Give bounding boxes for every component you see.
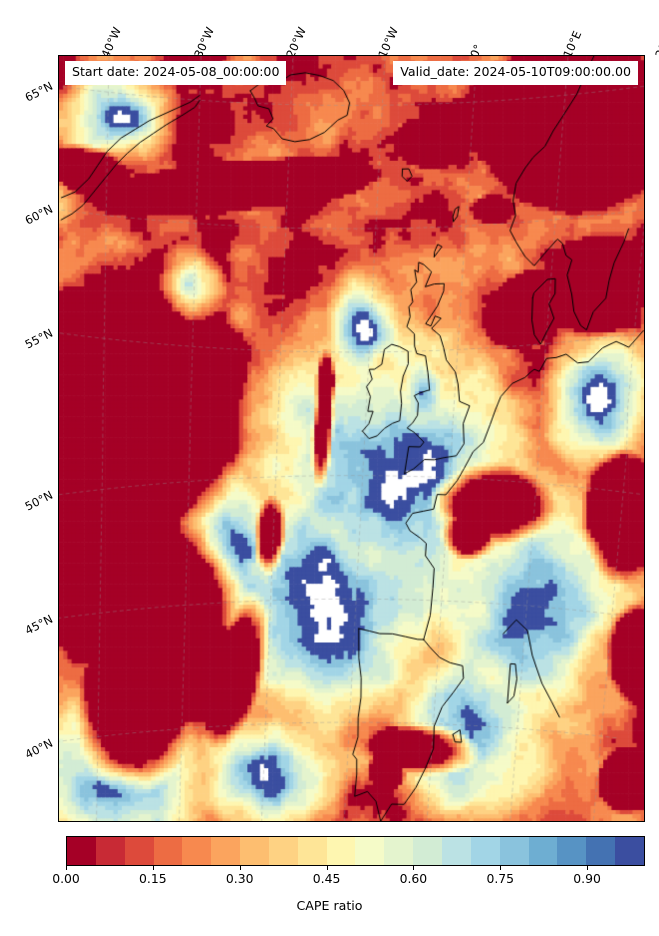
colorbar-tick-1: [152, 866, 154, 870]
colorbar-tick-6: [587, 866, 589, 870]
colorbar-tick-label-2: 0.30: [225, 871, 254, 886]
colorbar-band-19: [615, 837, 644, 865]
colorbar-tick-5: [500, 866, 502, 870]
cape-ratio-field: [59, 56, 644, 821]
colorbar-band-2: [124, 837, 154, 865]
colorbar[interactable]: [66, 836, 645, 866]
colorbar-tick-label-5: 0.75: [486, 871, 515, 886]
colorbar-band-12: [413, 837, 442, 865]
colorbar-band-13: [441, 837, 471, 865]
colorbar-tick-3: [326, 866, 328, 870]
start-date-annotation: Start date: 2024-05-08_00:00:00: [65, 61, 287, 85]
colorbar-band-15: [499, 837, 529, 865]
lat-tick-label-2: 55°N: [22, 325, 56, 352]
colorbar-band-4: [182, 837, 212, 865]
colorbar-gradient: [67, 837, 644, 865]
colorbar-band-0: [67, 837, 96, 865]
map-plot-area[interactable]: Start date: 2024-05-08_00:00:00 Valid_da…: [58, 55, 645, 822]
colorbar-tick-label-6: 0.90: [573, 871, 601, 886]
lat-tick-label-4: 45°N: [22, 611, 56, 638]
colorbar-tick-label-0: 0.00: [52, 871, 80, 886]
colorbar-band-1: [95, 837, 125, 865]
colorbar-tick-label-4: 0.60: [399, 871, 428, 886]
colorbar-band-14: [470, 837, 500, 865]
colorbar-tick-label-1: 0.15: [139, 871, 167, 886]
colorbar-band-16: [528, 837, 558, 865]
colorbar-band-5: [211, 837, 241, 865]
colorbar-band-8: [297, 837, 327, 865]
colorbar-band-18: [586, 837, 616, 865]
colorbar-band-9: [326, 837, 356, 865]
colorbar-tick-2: [239, 866, 241, 870]
colorbar-tick-label-3: 0.45: [312, 871, 341, 886]
colorbar-band-11: [384, 837, 414, 865]
colorbar-band-6: [240, 837, 269, 865]
colorbar-title: CAPE ratio: [296, 898, 363, 913]
lat-tick-label-3: 50°N: [22, 487, 56, 514]
lon-tick-label-6: 20°E: [652, 28, 659, 60]
colorbar-band-3: [153, 837, 183, 865]
colorbar-tick-0: [66, 866, 67, 870]
colorbar-band-10: [355, 837, 385, 865]
lat-tick-label-0: 65°N: [22, 78, 56, 105]
valid-date-annotation: Valid_date: 2024-05-10T09:00:00.00: [393, 61, 638, 85]
colorbar-band-17: [557, 837, 587, 865]
lat-tick-label-1: 60°N: [22, 202, 56, 228]
lat-tick-label-5: 40°N: [22, 735, 56, 762]
colorbar-band-7: [268, 837, 298, 865]
colorbar-tick-4: [413, 866, 415, 870]
